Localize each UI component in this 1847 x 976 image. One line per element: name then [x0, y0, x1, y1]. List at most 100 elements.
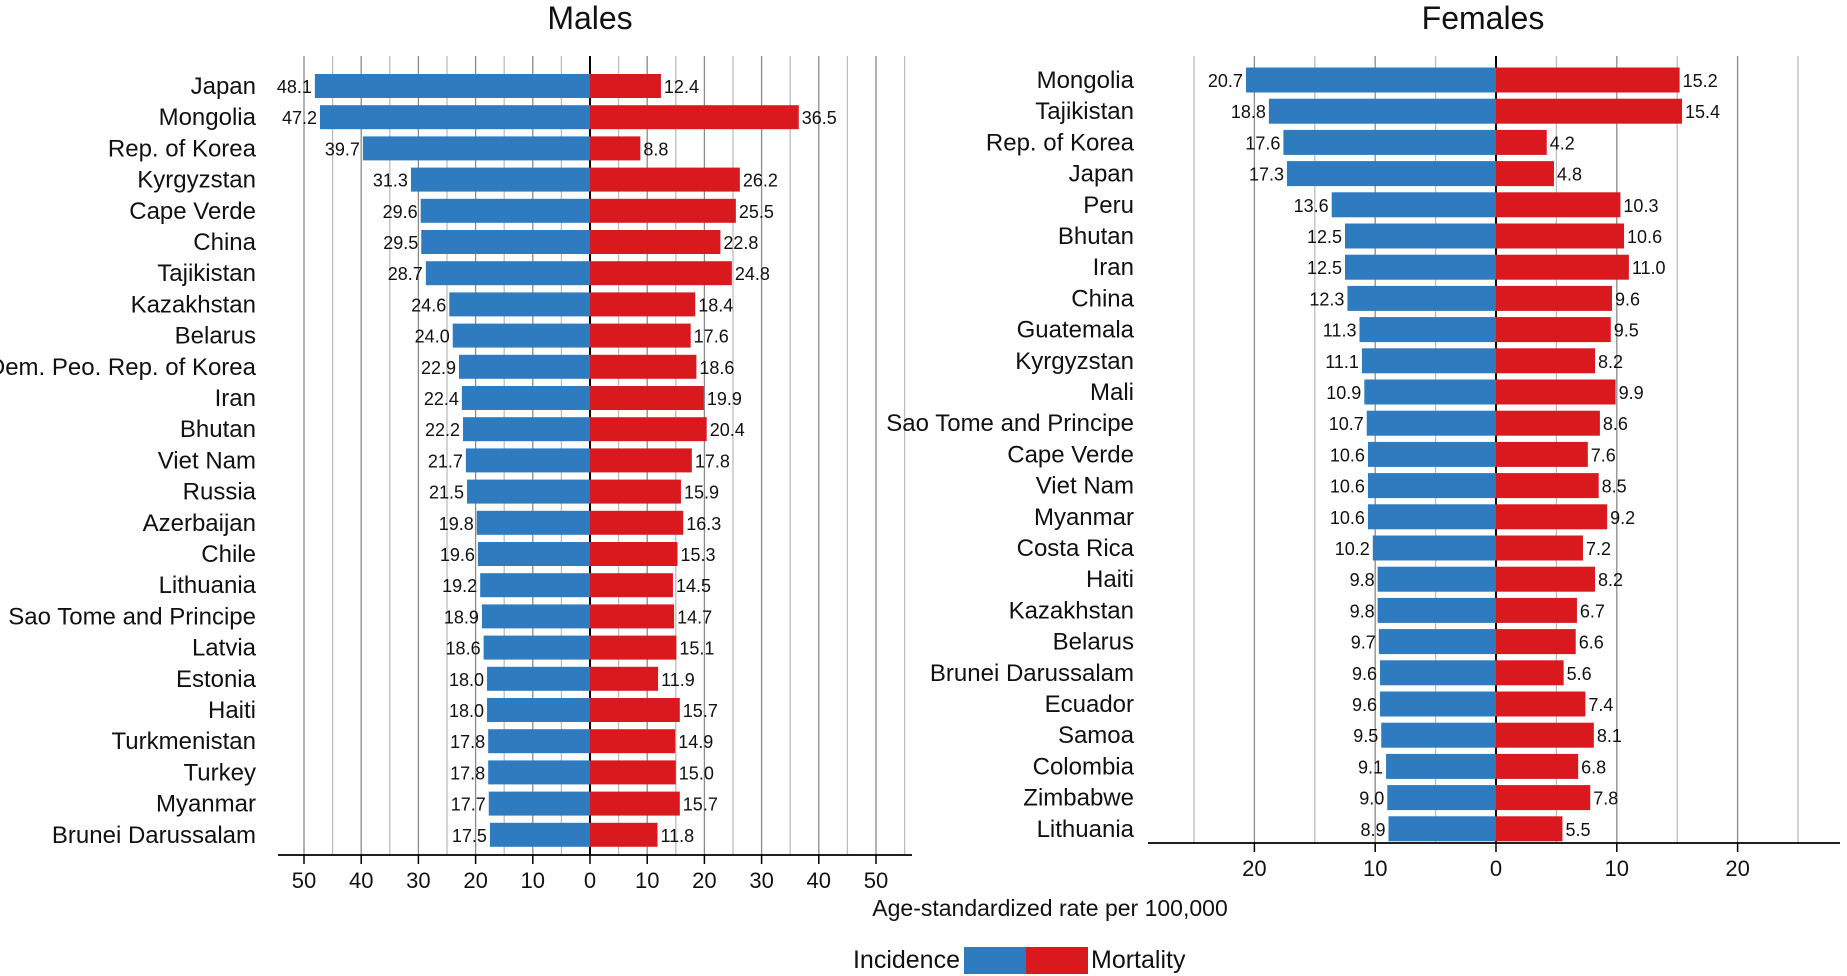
females-country-label: Rep. of Korea [986, 129, 1135, 156]
males-mortality-value: 17.6 [694, 327, 729, 347]
males-mortality-bar [590, 822, 658, 847]
males-incidence-value: 17.8 [450, 763, 485, 783]
females-mortality-bar [1496, 629, 1576, 655]
females-incidence-value: 9.7 [1351, 633, 1376, 653]
females-incidence-value: 18.8 [1231, 102, 1266, 122]
males-mortality-bar [590, 791, 680, 816]
females-incidence-value: 13.6 [1294, 196, 1329, 216]
females-incidence-value: 20.7 [1208, 71, 1243, 91]
females-mortality-bar [1496, 597, 1577, 623]
males-country-label: Tajikistan [157, 260, 256, 287]
females-incidence-value: 12.3 [1309, 289, 1344, 309]
males-incidence-bar [488, 729, 590, 754]
males-mortality-bar [590, 292, 696, 317]
females-mortality-bar [1496, 161, 1554, 187]
females-mortality-value: 15.4 [1685, 102, 1720, 122]
males-incidence-value: 18.0 [449, 701, 484, 721]
females-incidence-value: 8.9 [1360, 820, 1385, 840]
females-country-label: China [1071, 285, 1134, 312]
males-mortality-bar [590, 198, 736, 223]
males-incidence-value: 21.5 [429, 483, 464, 503]
males-mortality-value: 18.4 [698, 295, 733, 315]
females-mortality-value: 9.9 [1619, 383, 1644, 403]
males-panel: Males Japan 48.1 12.4 Mongolia 47.2 36.5 Rep. … [0, 0, 912, 893]
females-mortality-value: 6.7 [1580, 601, 1605, 621]
males-mortality-bar [590, 417, 707, 442]
females-incidence-value: 11.1 [1325, 352, 1359, 372]
males-incidence-value: 22.4 [424, 389, 459, 409]
males-country-label: Rep. of Korea [108, 135, 257, 162]
females-incidence-bar [1367, 441, 1496, 467]
males-incidence-bar [425, 261, 590, 286]
males-incidence-bar [459, 354, 590, 379]
males-mortality-value: 8.8 [643, 139, 668, 159]
males-country-label: Turkey [184, 759, 256, 786]
males-mortality-bar [590, 698, 680, 722]
males-mortality-value: 14.7 [677, 607, 712, 627]
females-incidence-bar [1367, 473, 1496, 499]
females-incidence-bar [1359, 317, 1496, 343]
females-mortality-value: 8.5 [1602, 477, 1627, 497]
females-panel: Females Mongolia 20.7 15.2 Tajikistan 18.8 15… [886, 0, 1840, 881]
females-incidence-bar [1361, 348, 1496, 374]
males-tick-label: 20 [692, 868, 716, 893]
females-mortality-value: 5.5 [1565, 820, 1590, 840]
males-incidence-value: 18.9 [444, 607, 479, 627]
males-country-label: Iran [215, 385, 256, 412]
males-mortality-bar [590, 510, 684, 535]
males-mortality-bar [590, 573, 673, 598]
females-incidence-value: 10.7 [1329, 414, 1364, 434]
females-mortality-value: 7.6 [1591, 445, 1616, 465]
males-country-label: China [193, 229, 256, 256]
males-country-label: Brunei Darussalam [52, 822, 256, 849]
males-incidence-bar [487, 666, 590, 691]
males-country-label: Japan [191, 73, 256, 100]
females-mortality-bar [1496, 223, 1625, 249]
males-incidence-bar [465, 448, 590, 473]
females-mortality-bar [1496, 535, 1583, 561]
females-incidence-value: 17.3 [1249, 165, 1284, 185]
females-mortality-bar [1496, 348, 1596, 374]
males-incidence-bar [480, 573, 590, 598]
males-incidence-value: 19.2 [442, 576, 477, 596]
males-mortality-value: 20.4 [710, 420, 745, 440]
males-mortality-value: 36.5 [802, 108, 837, 128]
males-mortality-bar [590, 354, 697, 379]
males-incidence-bar [461, 386, 590, 410]
females-country-label: Peru [1083, 192, 1134, 219]
females-incidence-value: 10.6 [1330, 445, 1365, 465]
females-incidence-bar [1366, 410, 1496, 436]
males-incidence-value: 47.2 [282, 108, 317, 128]
males-mortality-bar [590, 136, 641, 161]
females-incidence-bar [1386, 753, 1496, 779]
legend-incidence-swatch [964, 947, 1026, 974]
females-mortality-value: 6.6 [1579, 633, 1604, 653]
females-mortality-bar [1496, 722, 1594, 748]
females-mortality-value: 10.6 [1627, 227, 1662, 247]
males-incidence-bar [488, 760, 590, 785]
females-mortality-value: 9.2 [1610, 508, 1635, 528]
males-incidence-bar [421, 230, 590, 254]
males-incidence-bar [481, 604, 590, 629]
males-incidence-bar [314, 74, 590, 98]
males-incidence-bar [449, 292, 590, 317]
males-incidence-value: 19.8 [439, 514, 474, 534]
males-incidence-value: 24.0 [415, 327, 450, 347]
females-mortality-value: 4.8 [1557, 165, 1582, 185]
females-mortality-bar [1496, 753, 1579, 779]
females-incidence-bar [1347, 285, 1496, 311]
males-incidence-bar [463, 417, 590, 442]
females-mortality-value: 11.0 [1632, 258, 1666, 278]
females-incidence-bar [1245, 67, 1496, 93]
females-incidence-value: 17.6 [1245, 133, 1280, 153]
males-incidence-value: 22.2 [425, 420, 460, 440]
females-incidence-bar [1367, 504, 1496, 530]
males-incidence-value: 18.0 [449, 670, 484, 690]
females-country-label: Lithuania [1037, 816, 1135, 843]
females-mortality-value: 8.6 [1603, 414, 1628, 434]
males-incidence-value: 29.5 [383, 233, 418, 253]
females-country-label: Haiti [1086, 566, 1134, 593]
females-incidence-bar [1372, 535, 1496, 561]
males-incidence-bar [362, 136, 590, 161]
males-mortality-value: 15.1 [679, 639, 714, 659]
